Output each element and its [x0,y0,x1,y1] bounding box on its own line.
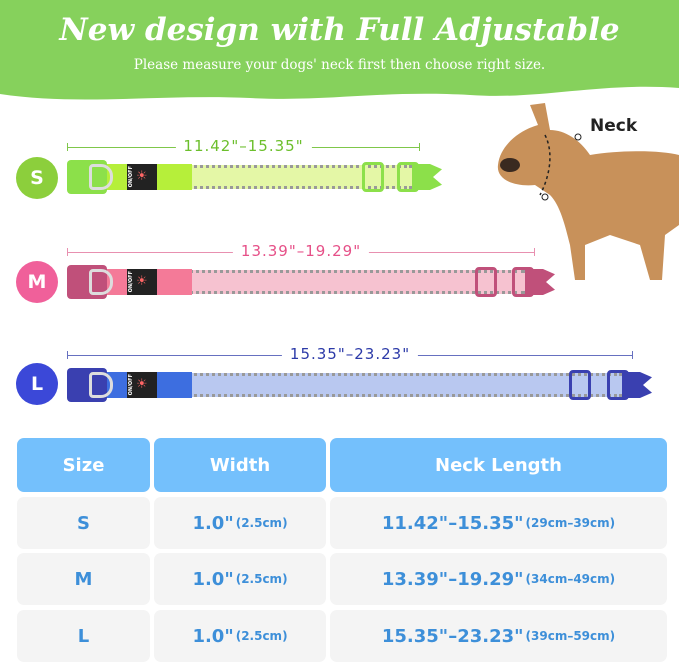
sun-icon: ☀ [136,274,148,289]
table-header-row: Size Width Neck Length [17,438,667,492]
dimension-line-m: 13.39"–19.29" [67,242,535,260]
neck-label: Neck [590,116,638,136]
sun-icon: ☀ [136,169,148,184]
width-inch: 1.0" [192,625,234,647]
cell-size: L [17,610,150,662]
neck-cm: (29cm–39cm) [525,516,616,530]
size-badge-s: S [16,157,58,199]
light-switch: ON/OFF ☀ [127,269,157,295]
range-label-l: 15.35"–23.23" [281,345,419,363]
header-width: Width [154,438,326,492]
cell-neck-length: 13.39"–19.29" (34cm–49cm) [330,553,667,605]
cell-width: 1.0" (2.5cm) [154,610,326,662]
table-row: S 1.0" (2.5cm) 11.42"–15.35" (29cm–39cm) [17,497,667,549]
light-switch: ON/OFF ☀ [127,164,157,190]
header-neck-length: Neck Length [330,438,667,492]
neck-inch: 13.39"–19.29" [381,568,524,590]
cell-neck-length: 15.35"–23.23" (39cm–59cm) [330,610,667,662]
collar-s: ON/OFF ☀ [67,160,442,194]
switch-label: ON/OFF [128,271,134,293]
switch-label: ON/OFF [128,374,134,396]
cell-width: 1.0" (2.5cm) [154,497,326,549]
range-label-m: 13.39"–19.29" [232,242,370,260]
width-cm: (2.5cm) [235,572,288,586]
neck-inch: 11.42"–15.35" [381,512,524,534]
sun-icon: ☀ [136,377,148,392]
width-inch: 1.0" [192,568,234,590]
dimension-line-l: 15.35"–23.23" [67,345,633,363]
neck-inch: 15.35"–23.23" [381,625,524,647]
width-cm: (2.5cm) [235,516,288,530]
size-badge-m: M [16,261,58,303]
collar-l: ON/OFF ☀ [67,368,652,402]
cell-width: 1.0" (2.5cm) [154,553,326,605]
table-row: M 1.0" (2.5cm) 13.39"–19.29" (34cm–49cm) [17,553,667,605]
collar-m: ON/OFF ☀ [67,265,555,299]
header-banner [0,0,679,100]
page-subtitle: Please measure your dogs' neck first the… [133,57,546,73]
cell-neck-length: 11.42"–15.35" (29cm–39cm) [330,497,667,549]
cell-size: M [17,553,150,605]
range-label-s: 11.42"–15.35" [175,137,312,155]
width-inch: 1.0" [192,512,234,534]
cell-size: S [17,497,150,549]
size-badge-l: L [16,363,58,405]
neck-cm: (39cm–59cm) [525,629,616,643]
switch-label: ON/OFF [128,166,134,188]
header-size: Size [17,438,150,492]
neck-cm: (34cm–49cm) [525,572,616,586]
dog-illustration [497,103,679,280]
width-cm: (2.5cm) [235,629,288,643]
page-title: New design with Full Adjustable [59,12,620,48]
dimension-line-s: 11.42"–15.35" [67,137,420,155]
table-row: L 1.0" (2.5cm) 15.35"–23.23" (39cm–59cm) [17,610,667,662]
light-switch: ON/OFF ☀ [127,372,157,398]
